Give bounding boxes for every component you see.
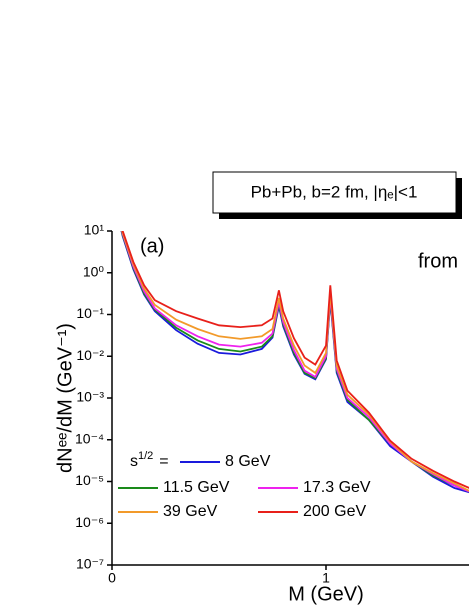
legend-title-sup: 1/2 bbox=[138, 450, 153, 462]
y-tick-label: 10⁻⁷ bbox=[76, 556, 104, 572]
legend-title-rest: = bbox=[159, 453, 168, 470]
series-line bbox=[120, 231, 469, 493]
panel-label: (a) bbox=[140, 235, 164, 257]
title-box bbox=[212, 171, 457, 214]
y-tick-label: 10⁻¹ bbox=[76, 305, 104, 321]
y-tick-label: 10⁻⁴ bbox=[75, 430, 104, 446]
legend-label: 11.5 GeV bbox=[163, 479, 230, 496]
plot-area bbox=[120, 231, 469, 494]
y-axis-label: dNᵉᵉ/dM (GeV⁻¹) bbox=[54, 323, 76, 473]
legend-title: s1/2 = bbox=[130, 450, 169, 470]
x-tick-label: 1 bbox=[322, 570, 330, 586]
legend-label: 200 GeV bbox=[303, 503, 366, 520]
chart-title: Pb+Pb, b=2 fm, |ηₑ|<1 bbox=[251, 182, 418, 201]
legend-label: 17.3 GeV bbox=[303, 479, 371, 496]
y-tick-label: 10⁻³ bbox=[76, 389, 104, 405]
x-axis-label: M (GeV) bbox=[288, 583, 364, 605]
series-line bbox=[121, 231, 469, 493]
y-tick-label: 10⁻⁵ bbox=[75, 472, 104, 488]
series-line bbox=[121, 231, 469, 492]
x-tick-label: 0 bbox=[108, 570, 116, 586]
y-tick-label: 10⁻⁶ bbox=[75, 514, 104, 530]
y-tick-label: 10¹ bbox=[84, 222, 105, 238]
series-line bbox=[121, 231, 469, 489]
y-tick-label: 10⁻² bbox=[76, 347, 104, 363]
annotation: from bbox=[418, 250, 458, 272]
legend-title-base: s bbox=[130, 453, 138, 470]
legend-label: 8 GeV bbox=[225, 453, 271, 470]
series-line bbox=[120, 231, 469, 494]
y-tick-label: 10⁰ bbox=[83, 263, 105, 279]
legend-label: 39 GeV bbox=[163, 503, 218, 520]
